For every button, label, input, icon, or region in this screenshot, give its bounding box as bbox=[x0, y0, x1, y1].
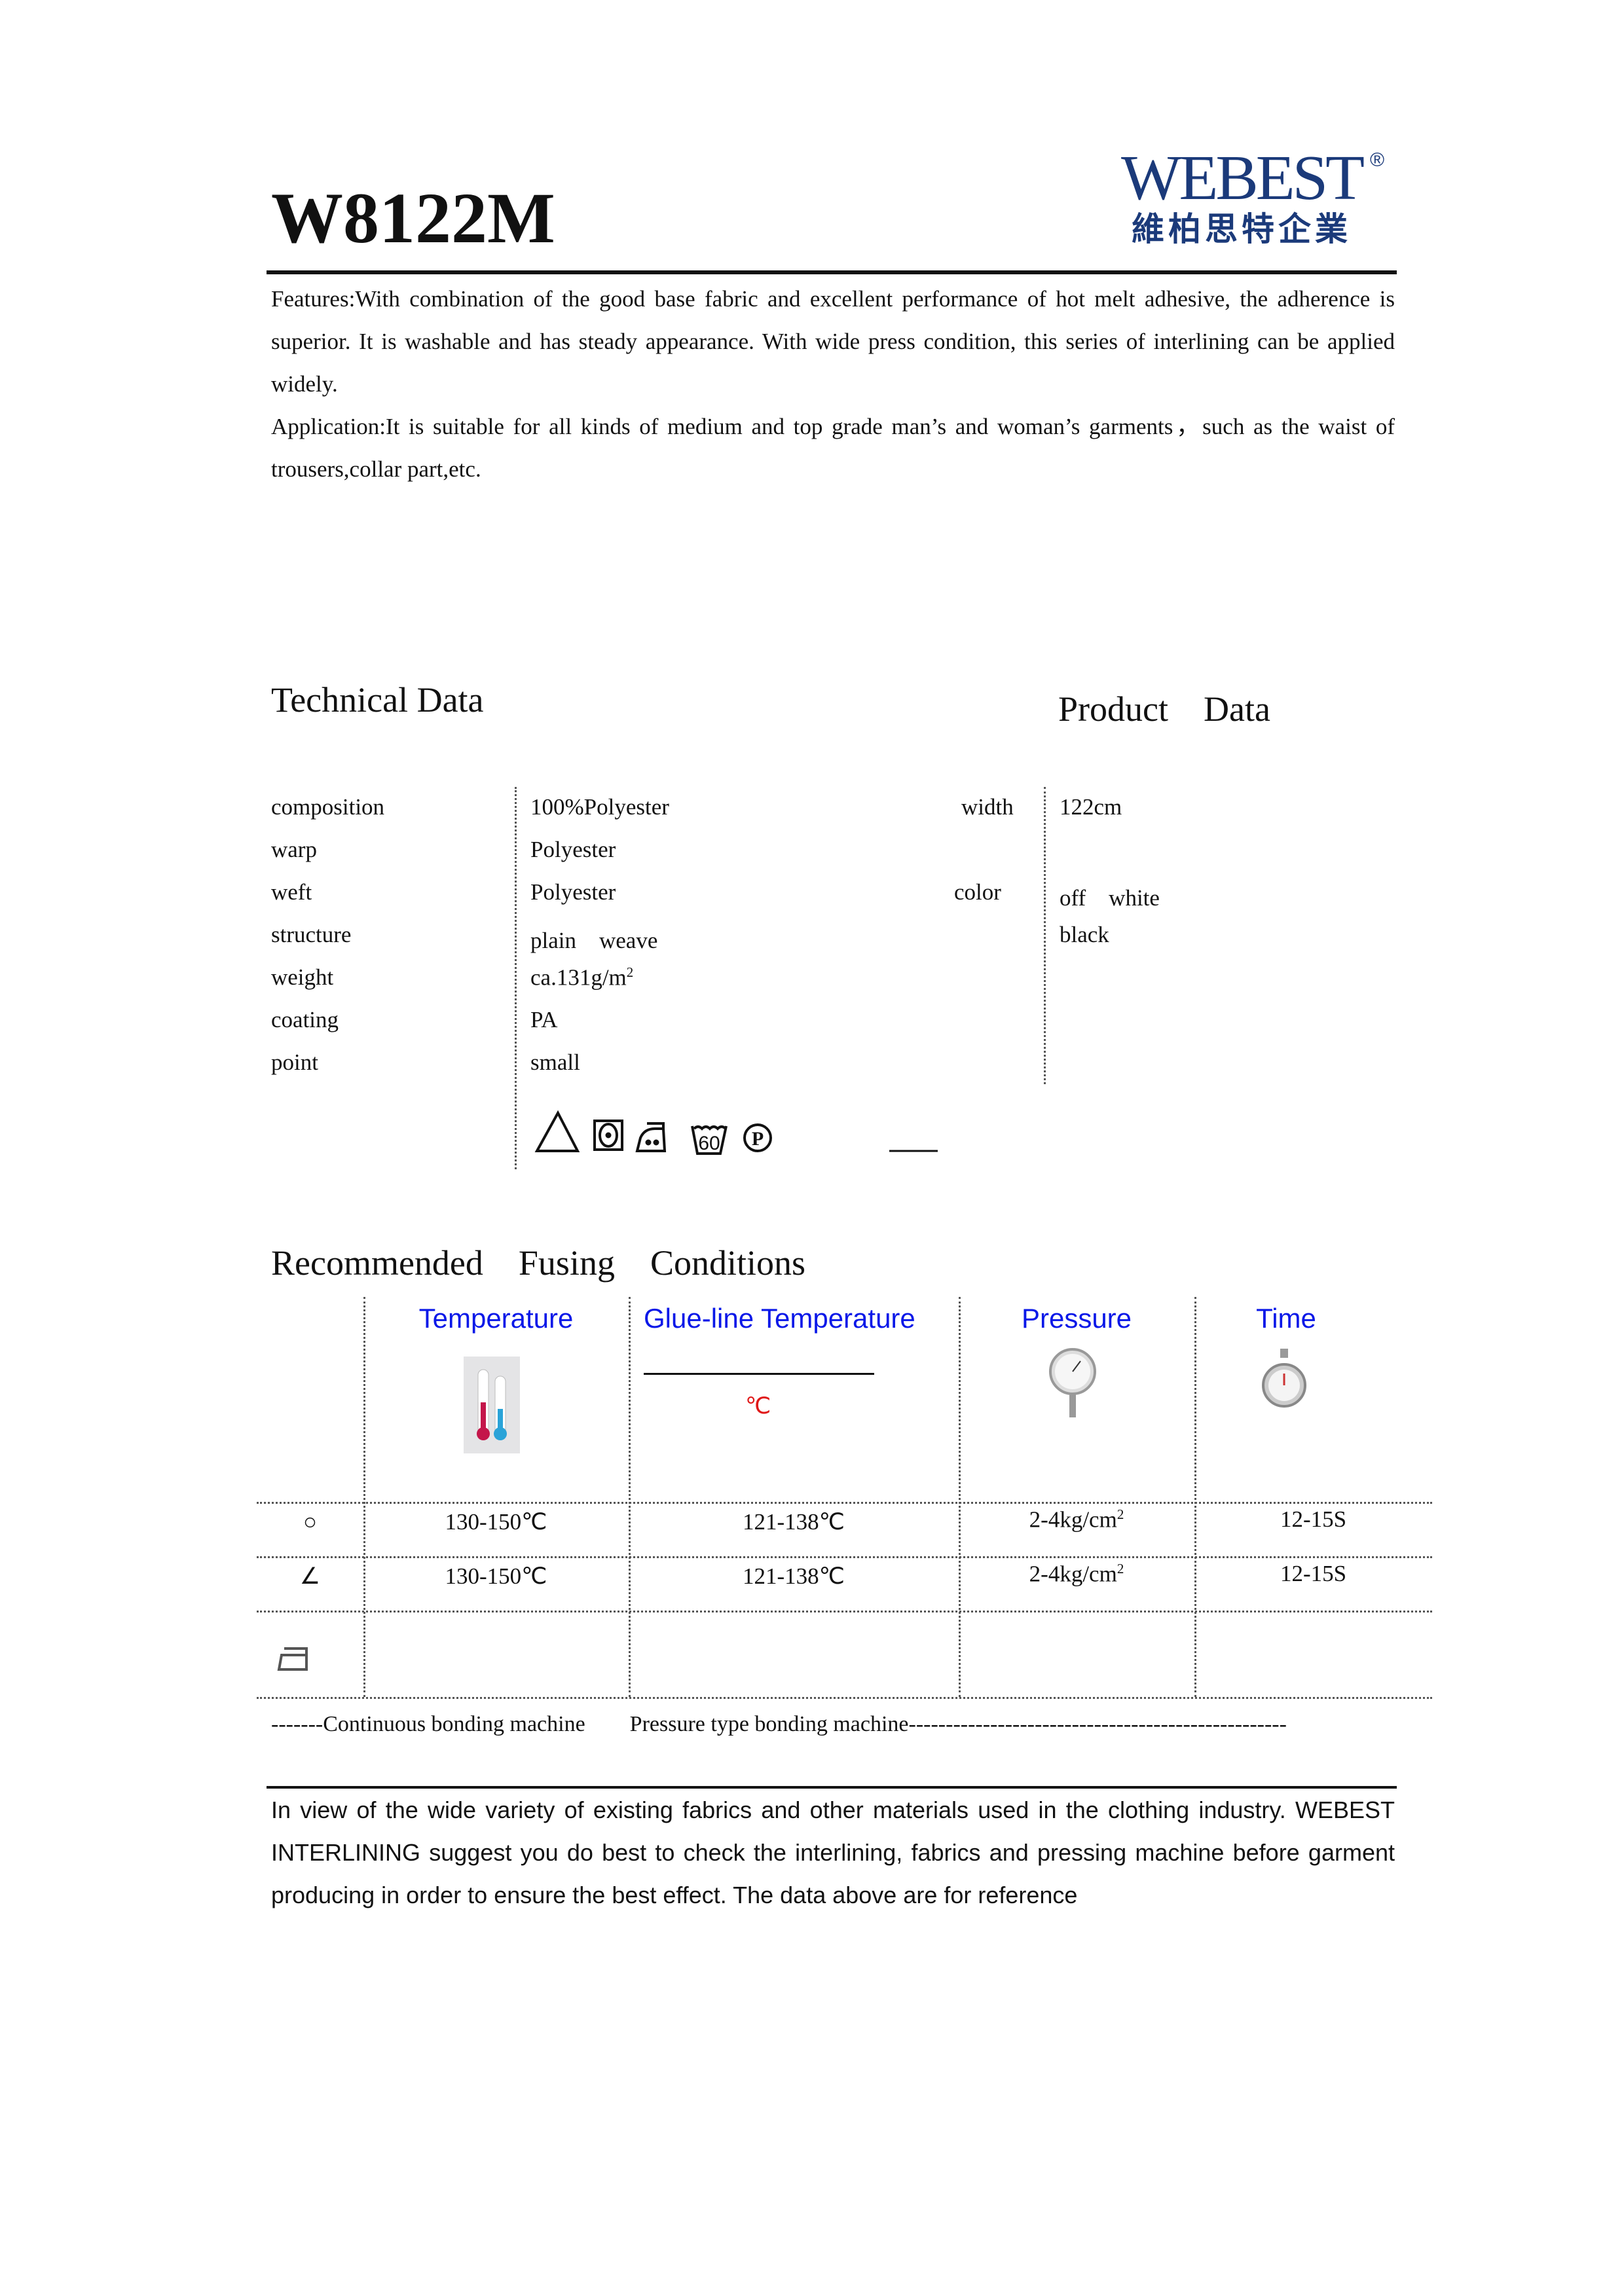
tech-value-text: Polyester bbox=[530, 879, 616, 905]
dry-clean-letter: P bbox=[752, 1128, 764, 1150]
tech-value: plain weave bbox=[530, 922, 657, 955]
col-pressure: Pressure bbox=[1021, 1303, 1132, 1334]
tech-value-text: ca.131g/m bbox=[530, 964, 627, 991]
tech-value: small bbox=[530, 1049, 580, 1076]
tech-value-text: PA bbox=[530, 1007, 558, 1032]
superscript: 2 bbox=[626, 964, 634, 980]
tech-value-text: small bbox=[530, 1049, 580, 1075]
tumble-dry-icon bbox=[593, 1120, 623, 1151]
registered-mark: ® bbox=[1370, 149, 1385, 171]
column-divider bbox=[1194, 1297, 1196, 1697]
glue-line-blank bbox=[644, 1373, 874, 1375]
superscript: 2 bbox=[1116, 1561, 1124, 1576]
fusing-heading: Recommended Fusing Conditions bbox=[271, 1243, 805, 1283]
disclaimer-text: In view of the wide variety of existing … bbox=[271, 1796, 1395, 1908]
do-not-bleach-triangle-icon bbox=[534, 1110, 580, 1152]
glue-value: 121-138℃ bbox=[743, 1563, 845, 1589]
color-label: color bbox=[954, 879, 1001, 905]
thermometer-icon bbox=[464, 1357, 520, 1453]
column-divider bbox=[629, 1297, 631, 1697]
logo-chinese: 維柏思特企業 bbox=[1132, 210, 1352, 248]
col-glue-line-temperature: Glue-line Temperature bbox=[644, 1303, 915, 1334]
width-label: width bbox=[961, 794, 1014, 820]
iron-icon bbox=[277, 1647, 308, 1671]
divider bbox=[515, 787, 517, 1169]
glue-value: 121-138℃ bbox=[743, 1509, 845, 1535]
machine-legend: -------Continuous bonding machine Pressu… bbox=[271, 1712, 1287, 1736]
tech-value-text: 100%Polyester bbox=[530, 794, 669, 820]
tech-label: weft bbox=[271, 879, 312, 905]
features-text: Features:With combination of the good ba… bbox=[271, 286, 1395, 397]
tech-value-text: plain weave bbox=[530, 928, 658, 953]
pressure-text: 2-4kg/cm bbox=[1029, 1506, 1117, 1533]
row-divider bbox=[257, 1502, 1432, 1504]
divider bbox=[1044, 787, 1046, 1084]
time-value: 12-15S bbox=[1280, 1506, 1347, 1532]
logo-text: WEBEST bbox=[1121, 143, 1365, 213]
dry-clean-p-icon: P bbox=[743, 1123, 772, 1152]
color-value: black bbox=[1060, 922, 1109, 947]
column-divider bbox=[363, 1297, 365, 1697]
product-title: W8122M bbox=[271, 178, 555, 258]
header-rule bbox=[267, 270, 1397, 274]
webest-logo: WEBEST ® 維柏思特企業 bbox=[1121, 145, 1396, 247]
stopwatch-icon bbox=[1262, 1349, 1306, 1408]
glue-unit: ℃ bbox=[745, 1393, 771, 1419]
technical-heading: Technical Data bbox=[271, 680, 484, 720]
width-value: 122cm bbox=[1060, 794, 1122, 820]
footer-rule bbox=[267, 1786, 1397, 1789]
iron-two-dots-icon bbox=[635, 1122, 667, 1152]
color-value: off white bbox=[1060, 885, 1160, 911]
tech-label: weight bbox=[271, 964, 334, 990]
pressure-gauge-icon bbox=[1049, 1348, 1096, 1417]
tech-label: structure bbox=[271, 922, 352, 947]
row-divider bbox=[257, 1611, 1432, 1613]
row-divider bbox=[257, 1697, 1432, 1699]
wash-60-icon: 60 bbox=[691, 1125, 728, 1155]
tech-value: PA bbox=[530, 1007, 558, 1033]
method-symbol: ∠ bbox=[299, 1563, 321, 1589]
row-divider bbox=[257, 1556, 1432, 1558]
time-value: 12-15S bbox=[1280, 1561, 1347, 1586]
tech-value: ca.131g/m2 bbox=[530, 964, 633, 991]
pressure-text: 2-4kg/cm bbox=[1029, 1561, 1117, 1587]
tech-value: Polyester bbox=[530, 879, 616, 905]
tech-label: coating bbox=[271, 1007, 339, 1032]
superscript: 2 bbox=[1116, 1506, 1124, 1522]
care-symbols: 60 P bbox=[534, 1110, 938, 1155]
column-divider bbox=[959, 1297, 961, 1697]
tech-label: warp bbox=[271, 837, 317, 862]
tech-value: Polyester bbox=[530, 837, 616, 863]
tech-value: 100%Polyester bbox=[530, 794, 669, 820]
product-heading: Product Data bbox=[1058, 689, 1270, 729]
application-text: Application:It is suitable for all kinds… bbox=[271, 414, 1395, 482]
method-symbol: ○ bbox=[303, 1509, 318, 1535]
wash-temp-text: 60 bbox=[698, 1133, 720, 1154]
col-temperature: Temperature bbox=[418, 1303, 574, 1334]
col-time: Time bbox=[1256, 1303, 1316, 1334]
pressure-value: 2-4kg/cm2 bbox=[959, 1506, 1194, 1533]
temperature-value: 130-150℃ bbox=[445, 1563, 547, 1589]
tech-value-text: Polyester bbox=[530, 837, 616, 862]
tech-label: composition bbox=[271, 794, 385, 820]
tech-label: point bbox=[271, 1049, 318, 1075]
temperature-value: 130-150℃ bbox=[445, 1509, 547, 1535]
pressure-value: 2-4kg/cm2 bbox=[959, 1561, 1194, 1588]
